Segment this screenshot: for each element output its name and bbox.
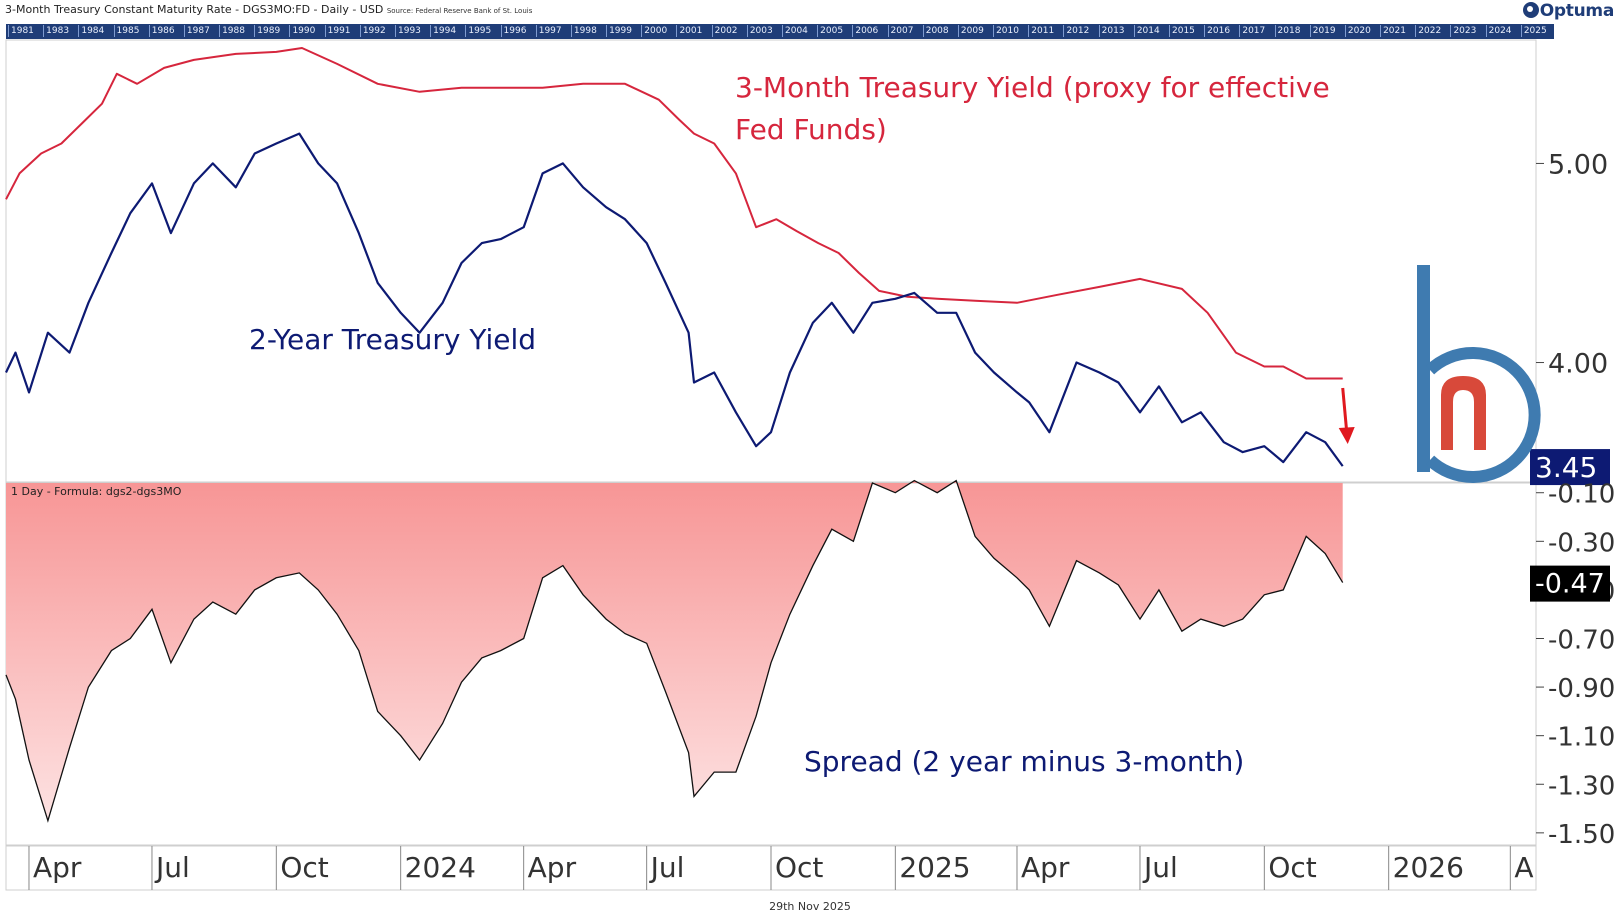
chart-title-text: 3-Month Treasury Constant Maturity Rate … bbox=[5, 3, 384, 16]
y-tick-label: 5.00 bbox=[1548, 149, 1608, 180]
year-strip-label[interactable]: 1997 bbox=[535, 25, 562, 37]
year-strip-label[interactable]: 1991 bbox=[324, 25, 351, 37]
year-strip-label[interactable]: 2023 bbox=[1450, 25, 1476, 37]
optuma-logo: Optuma bbox=[1522, 1, 1615, 21]
annotation-3m-line1: 3-Month Treasury Yield (proxy for effect… bbox=[735, 71, 1330, 104]
year-strip-label[interactable]: 2012 bbox=[1063, 25, 1089, 37]
year-strip-label[interactable]: 2001 bbox=[676, 25, 702, 37]
year-strip-label[interactable]: 2017 bbox=[1239, 25, 1265, 37]
year-strip-label[interactable]: 2002 bbox=[711, 25, 738, 37]
y-tick-label: -1.30 bbox=[1548, 771, 1615, 801]
spread-area bbox=[6, 480, 1343, 821]
series-line-2y-yield bbox=[5, 132, 1344, 467]
x-tick-label: Oct bbox=[775, 851, 823, 884]
year-strip-label[interactable]: 2015 bbox=[1169, 25, 1195, 37]
x-tick-label: Apr bbox=[1021, 851, 1070, 884]
year-strip-label[interactable]: 2021 bbox=[1380, 25, 1406, 37]
last-value-box bbox=[1530, 565, 1610, 602]
optuma-brand-text: Optuma bbox=[1539, 1, 1615, 21]
year-strip-label[interactable]: 1996 bbox=[500, 25, 526, 37]
year-strip-label[interactable]: 1994 bbox=[430, 25, 456, 37]
x-tick-label: 2025 bbox=[899, 851, 970, 884]
annotation-2y: 2-Year Treasury Yield bbox=[249, 323, 536, 356]
x-tick-label: 2024 bbox=[405, 851, 476, 884]
year-strip-label[interactable]: 2008 bbox=[922, 25, 949, 37]
y-tick-label: -1.10 bbox=[1548, 723, 1615, 753]
year-strip-label[interactable]: 2011 bbox=[1028, 25, 1054, 37]
x-tick-label: Apr bbox=[33, 851, 82, 884]
year-strip-label[interactable]: 2022 bbox=[1415, 25, 1441, 37]
series-line-3m-yield bbox=[5, 47, 1343, 380]
last-value-box bbox=[1530, 449, 1610, 486]
year-strip-label[interactable]: 2004 bbox=[782, 25, 808, 37]
optuma-mark-icon bbox=[1522, 2, 1539, 18]
arrow-head-icon bbox=[1338, 427, 1355, 444]
upper-panel-frame bbox=[5, 39, 1537, 483]
year-strip-label[interactable]: 1992 bbox=[359, 25, 386, 37]
footer-date: 29th Nov 2025 bbox=[769, 900, 851, 913]
chart-source: Source: Federal Reserve Bank of St. Loui… bbox=[386, 7, 533, 15]
chart-header: 3-Month Treasury Constant Maturity Rate … bbox=[0, 0, 1620, 39]
spread-line bbox=[5, 479, 1344, 823]
y-tick-label: -0.10 bbox=[1548, 480, 1615, 510]
year-strip-label[interactable]: 1995 bbox=[465, 25, 491, 37]
year-strip-label[interactable]: 1984 bbox=[78, 25, 104, 37]
y-tick-label: 4.00 bbox=[1548, 349, 1608, 380]
arrow-line bbox=[1341, 387, 1349, 433]
year-strip-label[interactable]: 2000 bbox=[641, 25, 667, 37]
x-tick-label: Oct bbox=[1268, 851, 1316, 884]
last-value-label: 3.45 bbox=[1535, 451, 1597, 484]
lower-panel-label: 1 Day - Formula: dgs2-dgs3MO bbox=[11, 485, 182, 498]
year-strip-label[interactable]: 1993 bbox=[395, 25, 421, 37]
x-tick-label: Oct bbox=[280, 851, 328, 884]
y-tick-label: -0.70 bbox=[1548, 625, 1615, 655]
x-tick-label: Jul bbox=[649, 851, 685, 884]
year-navigator-strip[interactable]: 1981 1983 1984 1985 1986 1987 1988 1989 1990 1991… bbox=[6, 24, 1554, 39]
year-strip-label[interactable]: 1983 bbox=[43, 25, 69, 37]
year-strip-label[interactable]: 1989 bbox=[254, 25, 280, 37]
year-strip-label[interactable]: 2007 bbox=[887, 25, 913, 37]
year-strip-label[interactable]: 2014 bbox=[1133, 25, 1160, 37]
year-strip-label[interactable]: 2003 bbox=[746, 25, 773, 37]
year-strip-label[interactable]: 1990 bbox=[289, 25, 315, 37]
year-strip-label[interactable]: 2009 bbox=[957, 25, 984, 37]
x-tick-label: Jul bbox=[1142, 851, 1178, 884]
year-strip-label[interactable]: 2006 bbox=[852, 25, 878, 37]
y-tick-label: -0.30 bbox=[1548, 528, 1615, 558]
y-tick-label: -0.90 bbox=[1548, 674, 1615, 704]
annotation-spread: Spread (2 year minus 3-month) bbox=[804, 745, 1244, 778]
watermark-logo-icon bbox=[1417, 265, 1541, 483]
year-strip-label[interactable]: 2024 bbox=[1485, 25, 1512, 37]
year-strip-label[interactable]: 1998 bbox=[570, 25, 597, 37]
x-tick-label: Apr bbox=[528, 851, 577, 884]
last-value-label: -0.47 bbox=[1535, 569, 1605, 600]
year-strip-label[interactable]: 1981 bbox=[8, 25, 34, 37]
annotation-3m-line2: Fed Funds) bbox=[735, 113, 887, 146]
year-strip-label[interactable]: 1985 bbox=[113, 25, 139, 37]
x-tick-label: A bbox=[1514, 851, 1533, 884]
year-strip-label[interactable]: 2010 bbox=[993, 25, 1019, 37]
year-strip-label[interactable]: 2018 bbox=[1274, 25, 1300, 37]
year-strip-label[interactable]: 2019 bbox=[1309, 25, 1336, 37]
x-tick-label: 2026 bbox=[1393, 851, 1464, 884]
year-strip-label[interactable]: 1986 bbox=[148, 25, 175, 37]
year-strip-label[interactable]: 2025 bbox=[1520, 25, 1547, 37]
year-strip-label[interactable]: 2020 bbox=[1344, 25, 1371, 37]
year-strip-label[interactable]: 1999 bbox=[606, 25, 632, 37]
chart-title: 3-Month Treasury Constant Maturity Rate … bbox=[5, 3, 532, 16]
year-strip-label[interactable]: 2013 bbox=[1098, 25, 1125, 37]
y-tick-label: -1.50 bbox=[1548, 820, 1615, 850]
year-strip-label[interactable]: 2016 bbox=[1204, 25, 1230, 37]
x-tick-label: Jul bbox=[154, 851, 190, 884]
year-strip-label[interactable]: 1988 bbox=[219, 25, 245, 37]
year-strip-label[interactable]: 1987 bbox=[183, 25, 210, 37]
year-strip-label[interactable]: 2005 bbox=[817, 25, 843, 37]
